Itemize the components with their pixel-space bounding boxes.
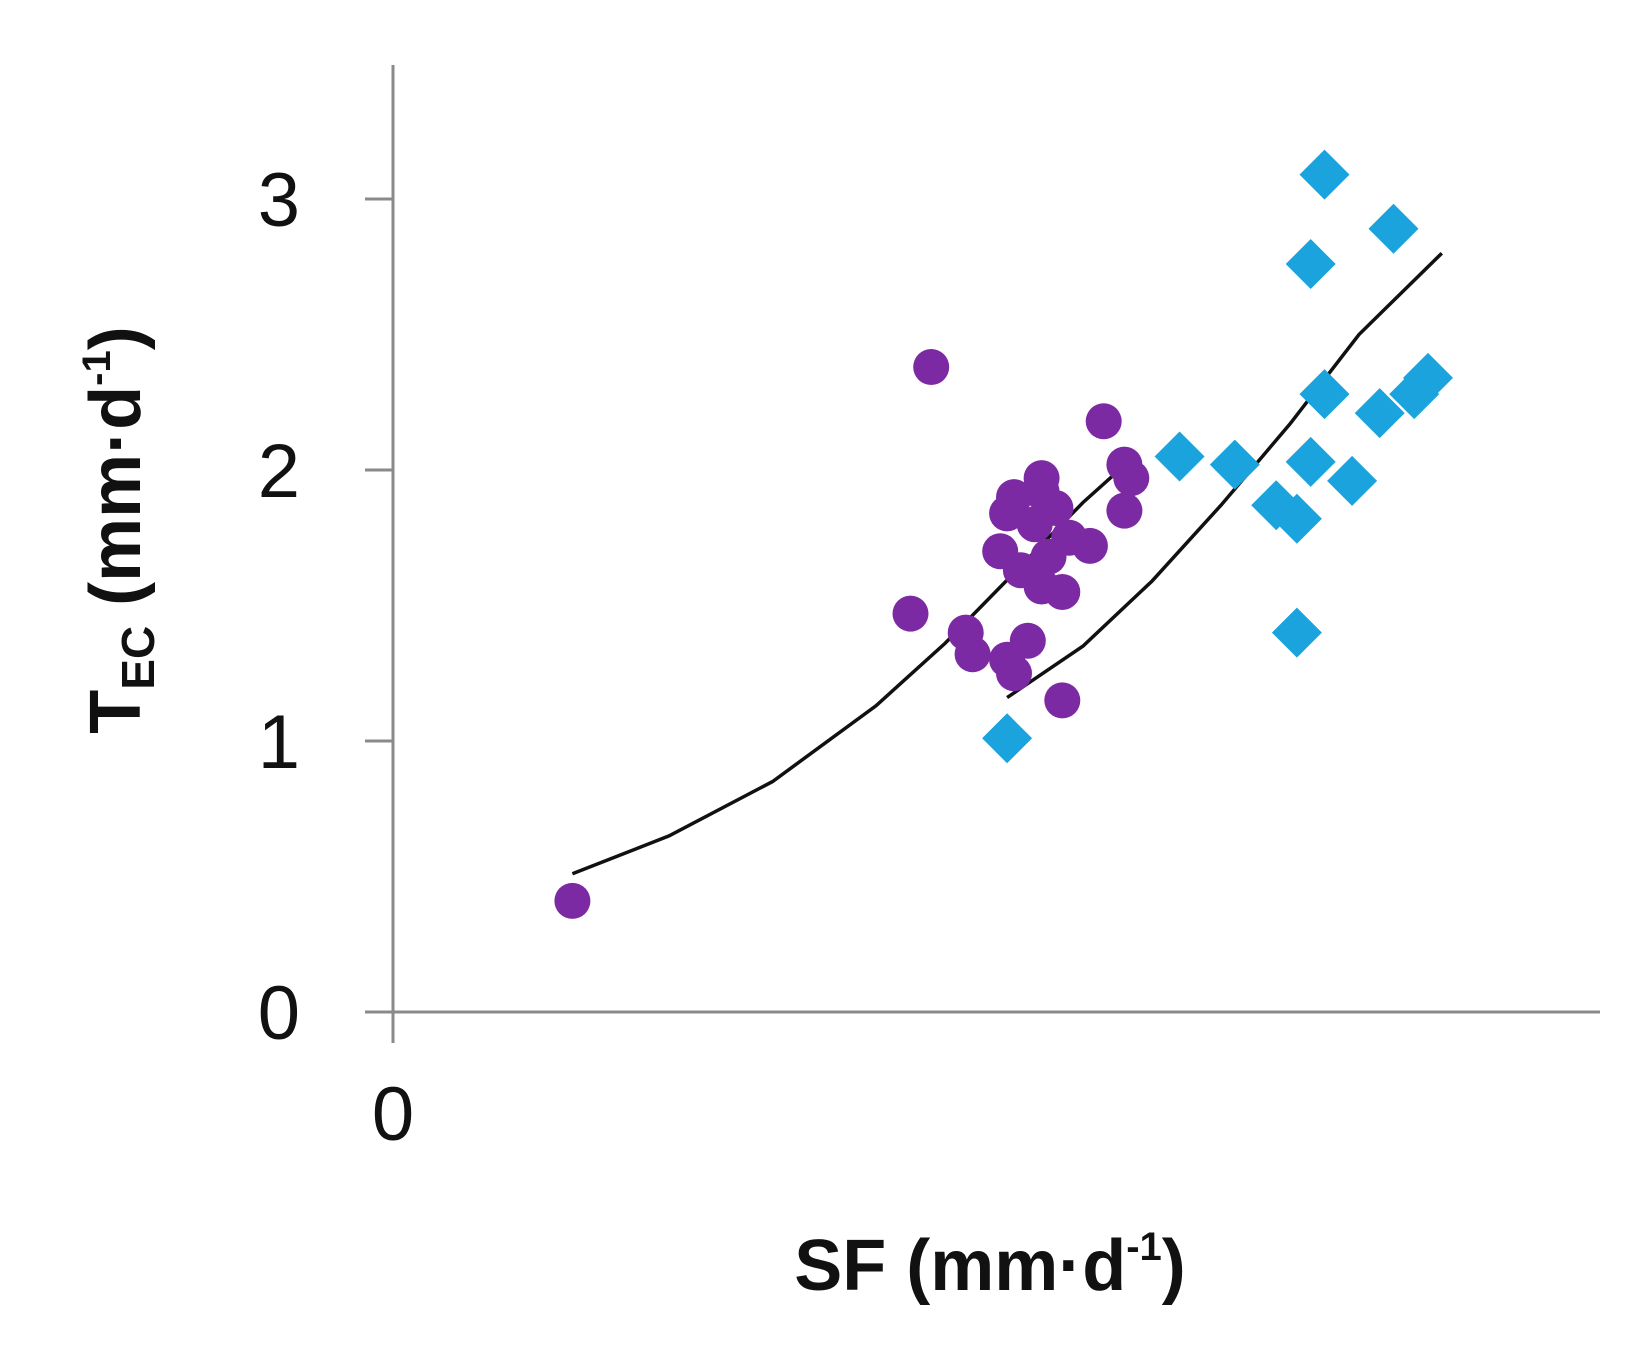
y-tick-label: 0	[258, 971, 300, 1056]
tick-labels: 012302	[258, 158, 414, 1157]
y-tick-label: 1	[258, 700, 300, 785]
data-point-circle	[554, 882, 591, 919]
data-point-circle	[996, 655, 1032, 692]
data-point-circle	[913, 349, 950, 386]
data-point-circle	[892, 595, 929, 632]
x-axis-title: SF (mm·d-1)	[794, 1225, 1186, 1306]
data-point-circle	[1044, 682, 1081, 719]
y-tick-label: 2	[258, 429, 300, 514]
data-point-diamond	[1299, 149, 1350, 200]
data-point-diamond	[1354, 388, 1405, 439]
data-point-diamond	[1299, 369, 1350, 420]
data-point-circle	[1030, 538, 1067, 575]
data-point-circle	[989, 495, 1026, 532]
x-tick-label: 0	[372, 1072, 414, 1157]
trendline-series-2	[1006, 251, 1444, 700]
data-point-diamond	[1209, 439, 1260, 490]
data-point-diamond	[1285, 436, 1336, 487]
data-point-circle	[1113, 460, 1150, 497]
data-point-diamond	[982, 713, 1033, 764]
data-point-diamond	[1389, 369, 1440, 420]
data-point-circle	[1071, 527, 1108, 564]
data-point-diamond	[1285, 239, 1336, 290]
data-points	[554, 149, 1453, 919]
data-point-diamond	[1368, 203, 1419, 254]
axes	[365, 65, 1600, 1043]
data-point-circle	[1106, 492, 1143, 529]
data-point-diamond	[1327, 455, 1378, 506]
data-point-circle	[1016, 506, 1053, 543]
y-axis-title: TEC (mm·d-1)	[75, 326, 164, 733]
data-point-circle	[1085, 403, 1122, 440]
y-tick-label: 3	[258, 158, 300, 243]
data-point-circle	[954, 636, 991, 673]
data-point-circle	[1044, 573, 1081, 610]
data-point-diamond	[1271, 493, 1322, 544]
data-point-diamond	[1154, 431, 1205, 482]
data-point-diamond	[1271, 607, 1322, 658]
